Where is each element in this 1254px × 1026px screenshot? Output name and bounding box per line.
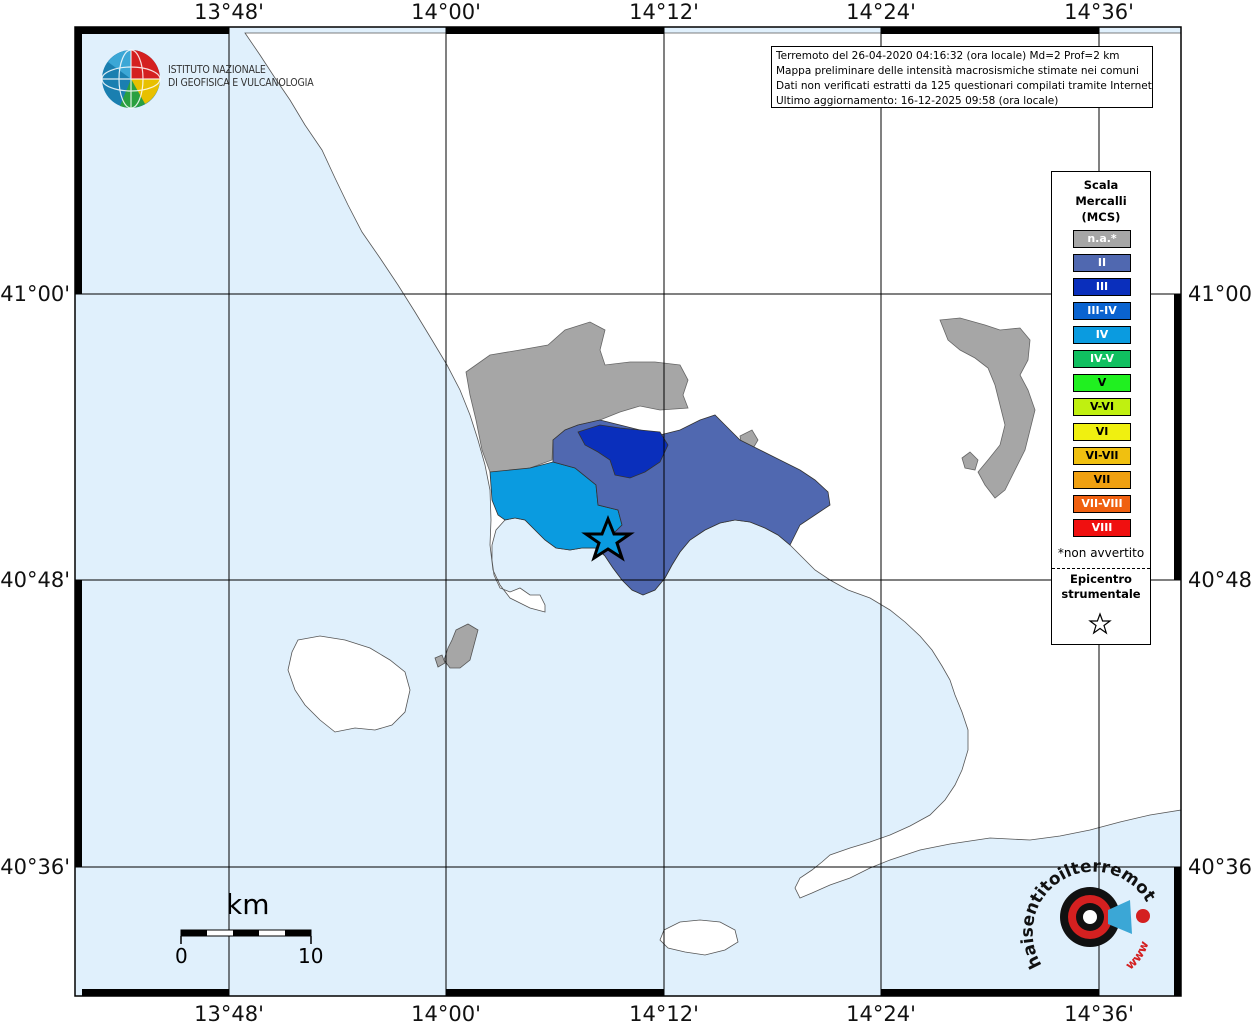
lon-label-bottom: 13°48'	[194, 1002, 264, 1026]
lon-label-top: 14°12'	[629, 0, 699, 24]
legend-item-iii-iv: III-IV	[1073, 302, 1131, 320]
legend-item-iv: IV	[1073, 326, 1131, 344]
legend-separator	[1052, 568, 1150, 569]
epicenter-star	[581, 514, 635, 562]
info-line: Dati non verificati estratti da 125 ques…	[776, 80, 1153, 92]
lon-label-bottom: 14°24'	[846, 1002, 916, 1026]
scale-bar	[180, 929, 312, 944]
legend-item-vii-viii: VII-VIII	[1073, 495, 1131, 513]
legend-epicenter-label: Epicentro strumentale	[1052, 572, 1150, 602]
lon-label-bottom: 14°12'	[629, 1002, 699, 1026]
lat-label-right: 40°48'	[1188, 568, 1254, 592]
legend-epicenter-line: strumentale	[1061, 587, 1141, 601]
scalebar-start: 0	[175, 944, 188, 968]
scalebar-end: 10	[298, 944, 324, 968]
region-na-small	[961, 451, 979, 471]
legend-item-na: n.a.*	[1073, 230, 1131, 248]
lon-label-top: 14°00'	[411, 0, 481, 24]
scalebar-unit: km	[226, 888, 270, 921]
legend-epicenter-line: Epicentro	[1070, 572, 1132, 586]
mcs-legend: Scala Mercalli (MCS) n.a.* II III III-IV…	[1051, 171, 1151, 645]
vivara-islet	[434, 654, 446, 668]
region-na-east	[939, 317, 1036, 499]
legend-item-vii: VII	[1073, 471, 1131, 489]
capri-island	[659, 919, 739, 956]
logo-line1: ISTITUTO NAZIONALE	[168, 64, 266, 76]
legend-item-iii: III	[1073, 278, 1131, 296]
lat-label-right: 41°00'	[1188, 282, 1254, 306]
legend-item-iv-v: IV-V	[1073, 350, 1131, 368]
ischia-island	[287, 635, 411, 733]
legend-item-ii: II	[1073, 254, 1131, 272]
legend-item-v-vi: V-VI	[1073, 398, 1131, 416]
lon-label-top: 14°24'	[846, 0, 916, 24]
legend-title-line: Scala	[1083, 178, 1119, 192]
lat-label-left: 40°36'	[0, 855, 70, 879]
region-iii	[577, 424, 669, 479]
ingv-globe-logo-icon	[101, 49, 161, 109]
legend-item-vi: VI	[1073, 423, 1131, 441]
lon-label-top: 13°48'	[194, 0, 264, 24]
hs-logo-url: www	[1123, 939, 1152, 972]
lat-label-left: 41°00'	[0, 282, 70, 306]
info-line: Terremoto del 26-04-2020 04:16:32 (ora l…	[776, 50, 1120, 62]
hai-sentito-logo: haisentitoilterremoto.it www	[1014, 845, 1170, 990]
lon-label-top: 14°36'	[1064, 0, 1134, 24]
logo-line2: DI GEOFISICA E VULCANOLOGIA	[168, 77, 314, 89]
lat-label-left: 40°48'	[0, 568, 70, 592]
event-info-box: Terremoto del 26-04-2020 04:16:32 (ora l…	[771, 46, 1153, 108]
info-line: Mappa preliminare delle intensità macros…	[776, 65, 1139, 77]
legend-item-vi-vii: VI-VII	[1073, 447, 1131, 465]
ingv-logo: ISTITUTO NAZIONALE DI GEOFISICA E VULCAN…	[100, 46, 330, 112]
legend-title-line: Mercalli	[1075, 194, 1127, 208]
frame-checker	[75, 27, 1181, 996]
legend-item-v: V	[1073, 374, 1131, 392]
graticule	[75, 27, 1181, 996]
lat-label-right: 40°36'	[1188, 855, 1254, 879]
info-line: Ultimo aggiornamento: 16-12-2025 09:58 (…	[776, 95, 1059, 107]
legend-item-viii: VIII	[1073, 519, 1131, 537]
star-icon	[1088, 612, 1112, 635]
lon-label-bottom: 14°36'	[1064, 1002, 1134, 1026]
procida-island	[443, 623, 479, 669]
legend-note: *non avvertito	[1057, 546, 1145, 560]
legend-title-line: (MCS)	[1081, 210, 1121, 224]
legend-title: Scala Mercalli (MCS)	[1052, 177, 1150, 225]
lon-label-bottom: 14°00'	[411, 1002, 481, 1026]
svg-text:www: www	[1123, 939, 1152, 972]
megaphone-target-icon: haisentitoilterremoto.it www	[1014, 845, 1159, 972]
